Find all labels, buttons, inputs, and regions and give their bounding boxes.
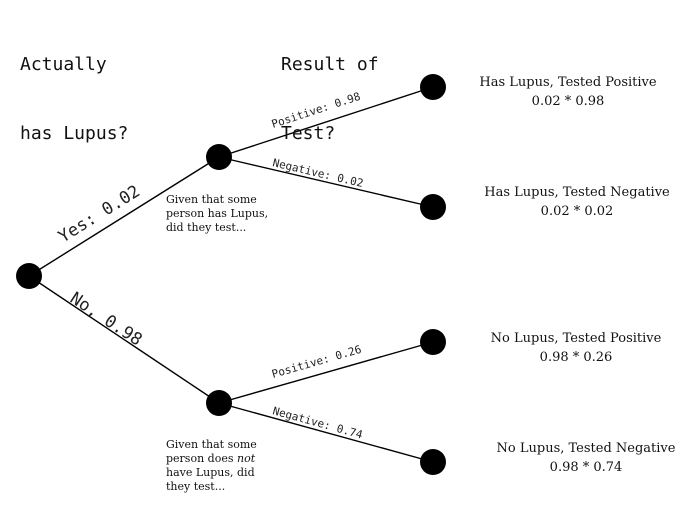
edge-yes-negative: [218, 156, 434, 208]
edge-root-no: [28, 275, 220, 404]
note-no-lupus-line2-pre: person does: [166, 452, 237, 465]
edge-yes-positive: [218, 86, 434, 158]
outcome-1: Has Lupus, Tested Positive 0.02 * 0.98: [468, 73, 668, 111]
note-has-lupus: Given that some person has Lupus, did th…: [166, 193, 268, 235]
outcome-node-1: [420, 74, 446, 100]
no-node: [206, 390, 232, 416]
note-no-lupus-line2: person does not: [166, 452, 257, 466]
label-no: No, 0.98: [66, 288, 145, 350]
header-actual-line1: Actually: [20, 54, 107, 75]
outcome-node-2: [420, 194, 446, 220]
outcome-4-label: No Lupus, Tested Negative: [496, 441, 676, 456]
label-yes: Yes: 0.02: [55, 181, 144, 247]
label-no-negative: Negative: 0.74: [271, 404, 364, 441]
header-result-line1: Result of: [281, 54, 379, 75]
note-no-lupus-emphasis: not: [236, 452, 256, 465]
note-has-lupus-line2: person has Lupus,: [166, 207, 269, 220]
outcome-4-calc: 0.98 * 0.74: [549, 460, 623, 475]
outcome-1-label: Has Lupus, Tested Positive: [479, 75, 657, 90]
header-actual: Actually has Lupus?: [20, 7, 128, 191]
root-node: [16, 263, 42, 289]
header-result: Result of Test?: [281, 7, 379, 191]
note-no-lupus-line1: Given that some: [166, 438, 257, 451]
header-result-line2: Test?: [281, 123, 336, 144]
edge-no-negative: [218, 402, 434, 463]
outcome-1-calc: 0.02 * 0.98: [531, 94, 605, 109]
outcome-2-label: Has Lupus, Tested Negative: [484, 185, 670, 200]
outcome-2: Has Lupus, Tested Negative 0.02 * 0.02: [477, 183, 677, 221]
outcome-node-4: [420, 449, 446, 475]
header-actual-line2: has Lupus?: [20, 123, 129, 144]
outcome-3-calc: 0.98 * 0.26: [539, 350, 613, 365]
edge-no-positive: [218, 341, 434, 404]
outcome-2-calc: 0.02 * 0.02: [540, 204, 614, 219]
note-no-lupus: Given that some person does not have Lup…: [166, 438, 257, 494]
note-has-lupus-line3: did they test...: [166, 221, 247, 234]
note-no-lupus-line4: they test...: [166, 480, 226, 493]
outcome-3: No Lupus, Tested Positive 0.98 * 0.26: [476, 329, 676, 367]
outcome-4: No Lupus, Tested Negative 0.98 * 0.74: [486, 439, 686, 477]
outcome-node-3: [420, 329, 446, 355]
note-no-lupus-line3: have Lupus, did: [166, 466, 255, 479]
yes-node: [206, 144, 232, 170]
edge-root-yes: [28, 156, 220, 277]
outcome-3-label: No Lupus, Tested Positive: [490, 331, 662, 346]
note-has-lupus-line1: Given that some: [166, 193, 257, 206]
